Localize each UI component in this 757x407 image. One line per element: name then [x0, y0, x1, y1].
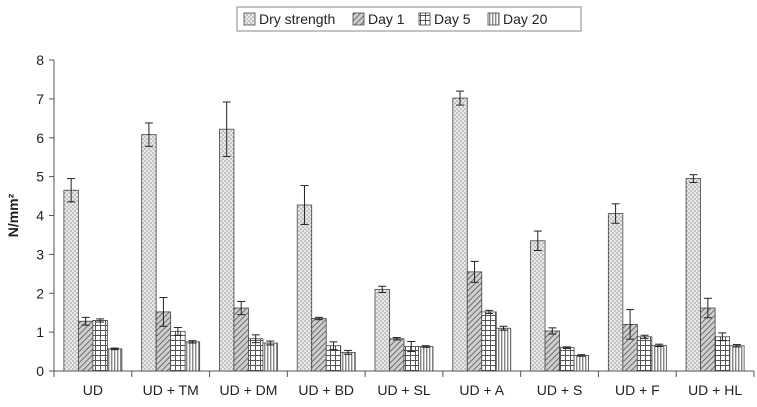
- bar: [466, 271, 483, 372]
- bar: [452, 97, 468, 372]
- bar: [296, 204, 313, 372]
- y-tick-label: 1: [36, 324, 44, 340]
- bar: [311, 318, 327, 372]
- bars: [63, 90, 745, 372]
- legend-label: Day 20: [503, 11, 548, 27]
- y-tick-label: 8: [36, 52, 44, 68]
- y-axis-label: N/mm²: [5, 193, 21, 237]
- bar: [77, 320, 94, 372]
- y-tick-label: 2: [36, 285, 44, 301]
- legend-swatch: [418, 12, 431, 26]
- bar: [495, 327, 512, 372]
- category-label: UD + SL: [377, 382, 431, 398]
- category-label: UD + DM: [219, 382, 277, 398]
- bar: [248, 338, 264, 372]
- y-tick-label: 0: [36, 363, 44, 379]
- category-label: UD + HL: [688, 382, 742, 398]
- bar: [262, 342, 278, 372]
- bar: [651, 344, 667, 372]
- legend-label: Day 5: [434, 11, 471, 27]
- bar: [607, 213, 624, 372]
- y-tick-label: 5: [36, 169, 44, 185]
- bar: [389, 338, 405, 372]
- bar: [92, 320, 108, 372]
- bar: [559, 347, 575, 372]
- bar: [106, 348, 123, 372]
- bar: [481, 311, 497, 372]
- legend-label: Day 1: [368, 11, 405, 27]
- bar: [184, 341, 201, 372]
- category-label: UD + BD: [298, 382, 354, 398]
- legend-swatch: [243, 12, 256, 26]
- bar: [530, 240, 546, 372]
- bar: [685, 178, 702, 372]
- bar: [219, 128, 235, 372]
- legend: Dry strength Day 1 Day 5 Day 20: [236, 6, 582, 32]
- bar: [63, 189, 79, 372]
- legend-swatch: [352, 12, 365, 26]
- y-tick-label: 4: [36, 208, 44, 224]
- bar: [729, 345, 745, 372]
- bar: [544, 330, 560, 372]
- legend-swatch: [487, 12, 500, 26]
- category-label: UD + S: [537, 382, 583, 398]
- y-tick-label: 7: [36, 91, 44, 107]
- bar: [233, 307, 249, 372]
- category-label: UD: [83, 382, 103, 398]
- category-label: UD + A: [459, 382, 504, 398]
- legend-box: [236, 6, 582, 32]
- y-tick-label: 3: [36, 246, 44, 262]
- legend-label: Dry strength: [259, 11, 335, 27]
- bar: [418, 346, 434, 372]
- category-label: UD + F: [615, 382, 660, 398]
- category-labels: UD UD + TM UD + DM UD + BD UD + SL UD + A UD +…: [83, 382, 743, 398]
- bar: [141, 134, 157, 372]
- bar: [573, 355, 589, 372]
- y-tick-label: 6: [36, 130, 44, 146]
- bar: [636, 336, 653, 372]
- bar: [170, 330, 186, 372]
- bar: [340, 351, 356, 372]
- bar: [714, 336, 731, 372]
- bar: [374, 288, 390, 372]
- category-label: UD + TM: [143, 382, 199, 398]
